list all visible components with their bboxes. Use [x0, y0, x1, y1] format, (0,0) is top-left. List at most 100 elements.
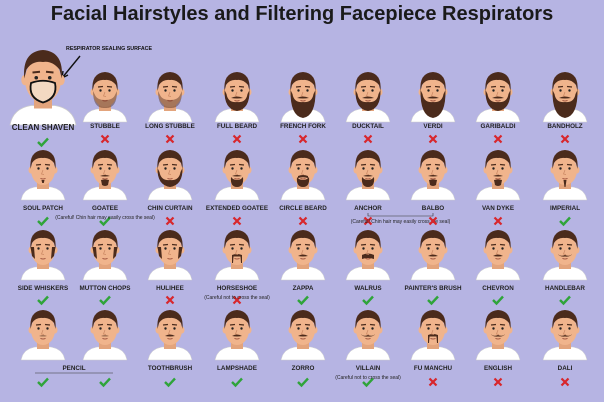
style-label: CHEVRON: [482, 285, 514, 292]
eye: [559, 89, 562, 92]
moustache: [492, 96, 504, 99]
eye: [297, 89, 300, 92]
brows: [162, 243, 178, 246]
hair: [290, 310, 316, 329]
check-mark: [99, 377, 111, 388]
eye: [297, 167, 300, 170]
check-mark: [297, 295, 309, 306]
mouth: [40, 338, 46, 340]
cross-mark: [560, 134, 570, 144]
nose: [496, 91, 500, 97]
nose: [41, 249, 45, 255]
moustache: [298, 175, 308, 178]
shirt: [280, 266, 326, 281]
brows: [35, 243, 51, 246]
nose: [103, 249, 107, 255]
check-mark: [99, 216, 111, 227]
style-label: EXTENDED GOATEE: [206, 205, 268, 212]
style-label: ZAPPA: [293, 285, 314, 292]
face: [345, 150, 391, 201]
hair: [24, 50, 62, 79]
mouth: [430, 100, 436, 102]
brows: [295, 85, 311, 88]
face: [280, 310, 326, 361]
face: [147, 310, 193, 361]
eye: [297, 327, 300, 330]
cross-mark: [165, 295, 175, 305]
shirt: [147, 108, 193, 123]
eye: [501, 247, 504, 250]
check-mark: [37, 377, 49, 388]
mouth: [300, 338, 306, 340]
eye: [501, 327, 504, 330]
shirt: [20, 346, 66, 361]
hair: [157, 310, 183, 329]
mouth: [495, 178, 501, 180]
moustache: [232, 334, 242, 337]
face: [9, 50, 77, 126]
check-mark: [231, 377, 243, 388]
mouth: [102, 338, 108, 340]
shirt: [214, 266, 260, 281]
eye: [37, 167, 40, 170]
style-label: WALRUS: [354, 285, 381, 292]
check-mark: [427, 295, 439, 306]
moustache: [427, 96, 439, 99]
style-label: HANDLEBAR: [545, 285, 585, 292]
facial-hair: [563, 180, 567, 187]
stubble: [158, 91, 182, 109]
hair: [290, 72, 316, 91]
cross-mark: [100, 134, 110, 144]
moustache: [39, 335, 47, 337]
shirt: [410, 266, 456, 281]
hair: [30, 310, 56, 329]
brows: [557, 85, 573, 88]
cross-mark: [165, 134, 175, 144]
face: [147, 72, 193, 123]
nose: [103, 329, 107, 335]
faces: CLEAN SHAVEN STUBBLE LONG STUBBLE FULL BEAR…: [9, 50, 588, 388]
mouth: [430, 178, 436, 180]
mouth: [234, 258, 240, 260]
eye: [164, 167, 167, 170]
nose: [366, 91, 370, 97]
moustache: [428, 254, 438, 257]
face: [20, 310, 66, 361]
hair: [92, 72, 118, 91]
mouth: [562, 100, 568, 102]
eye: [436, 89, 439, 92]
face: [410, 72, 456, 123]
shirt: [345, 186, 391, 201]
brows: [557, 163, 573, 166]
check-mark: [37, 216, 49, 227]
mouth: [495, 338, 501, 340]
cross-mark: [298, 134, 308, 144]
mouth: [167, 178, 173, 180]
mouth: [430, 338, 436, 340]
nose: [168, 329, 172, 335]
face: [345, 72, 391, 123]
face: [542, 72, 588, 123]
eye: [99, 167, 102, 170]
nose: [168, 91, 172, 97]
moustache: [363, 175, 373, 177]
eye: [34, 75, 39, 80]
brows: [32, 70, 54, 74]
moustache: [428, 334, 438, 343]
shirt: [214, 186, 260, 201]
eye: [306, 247, 309, 250]
style-label: CIRCLE BEARD: [279, 205, 327, 212]
nose: [301, 169, 305, 175]
style-label: ANCHOR: [354, 205, 382, 212]
mouth: [300, 100, 306, 102]
style-label: FULL BEARD: [217, 123, 258, 130]
nose: [103, 169, 107, 175]
mouth: [102, 100, 108, 102]
mouth: [365, 258, 371, 260]
shirt: [475, 186, 521, 201]
eye: [492, 327, 495, 330]
hair: [355, 230, 381, 249]
eye: [501, 167, 504, 170]
brows: [97, 323, 113, 326]
